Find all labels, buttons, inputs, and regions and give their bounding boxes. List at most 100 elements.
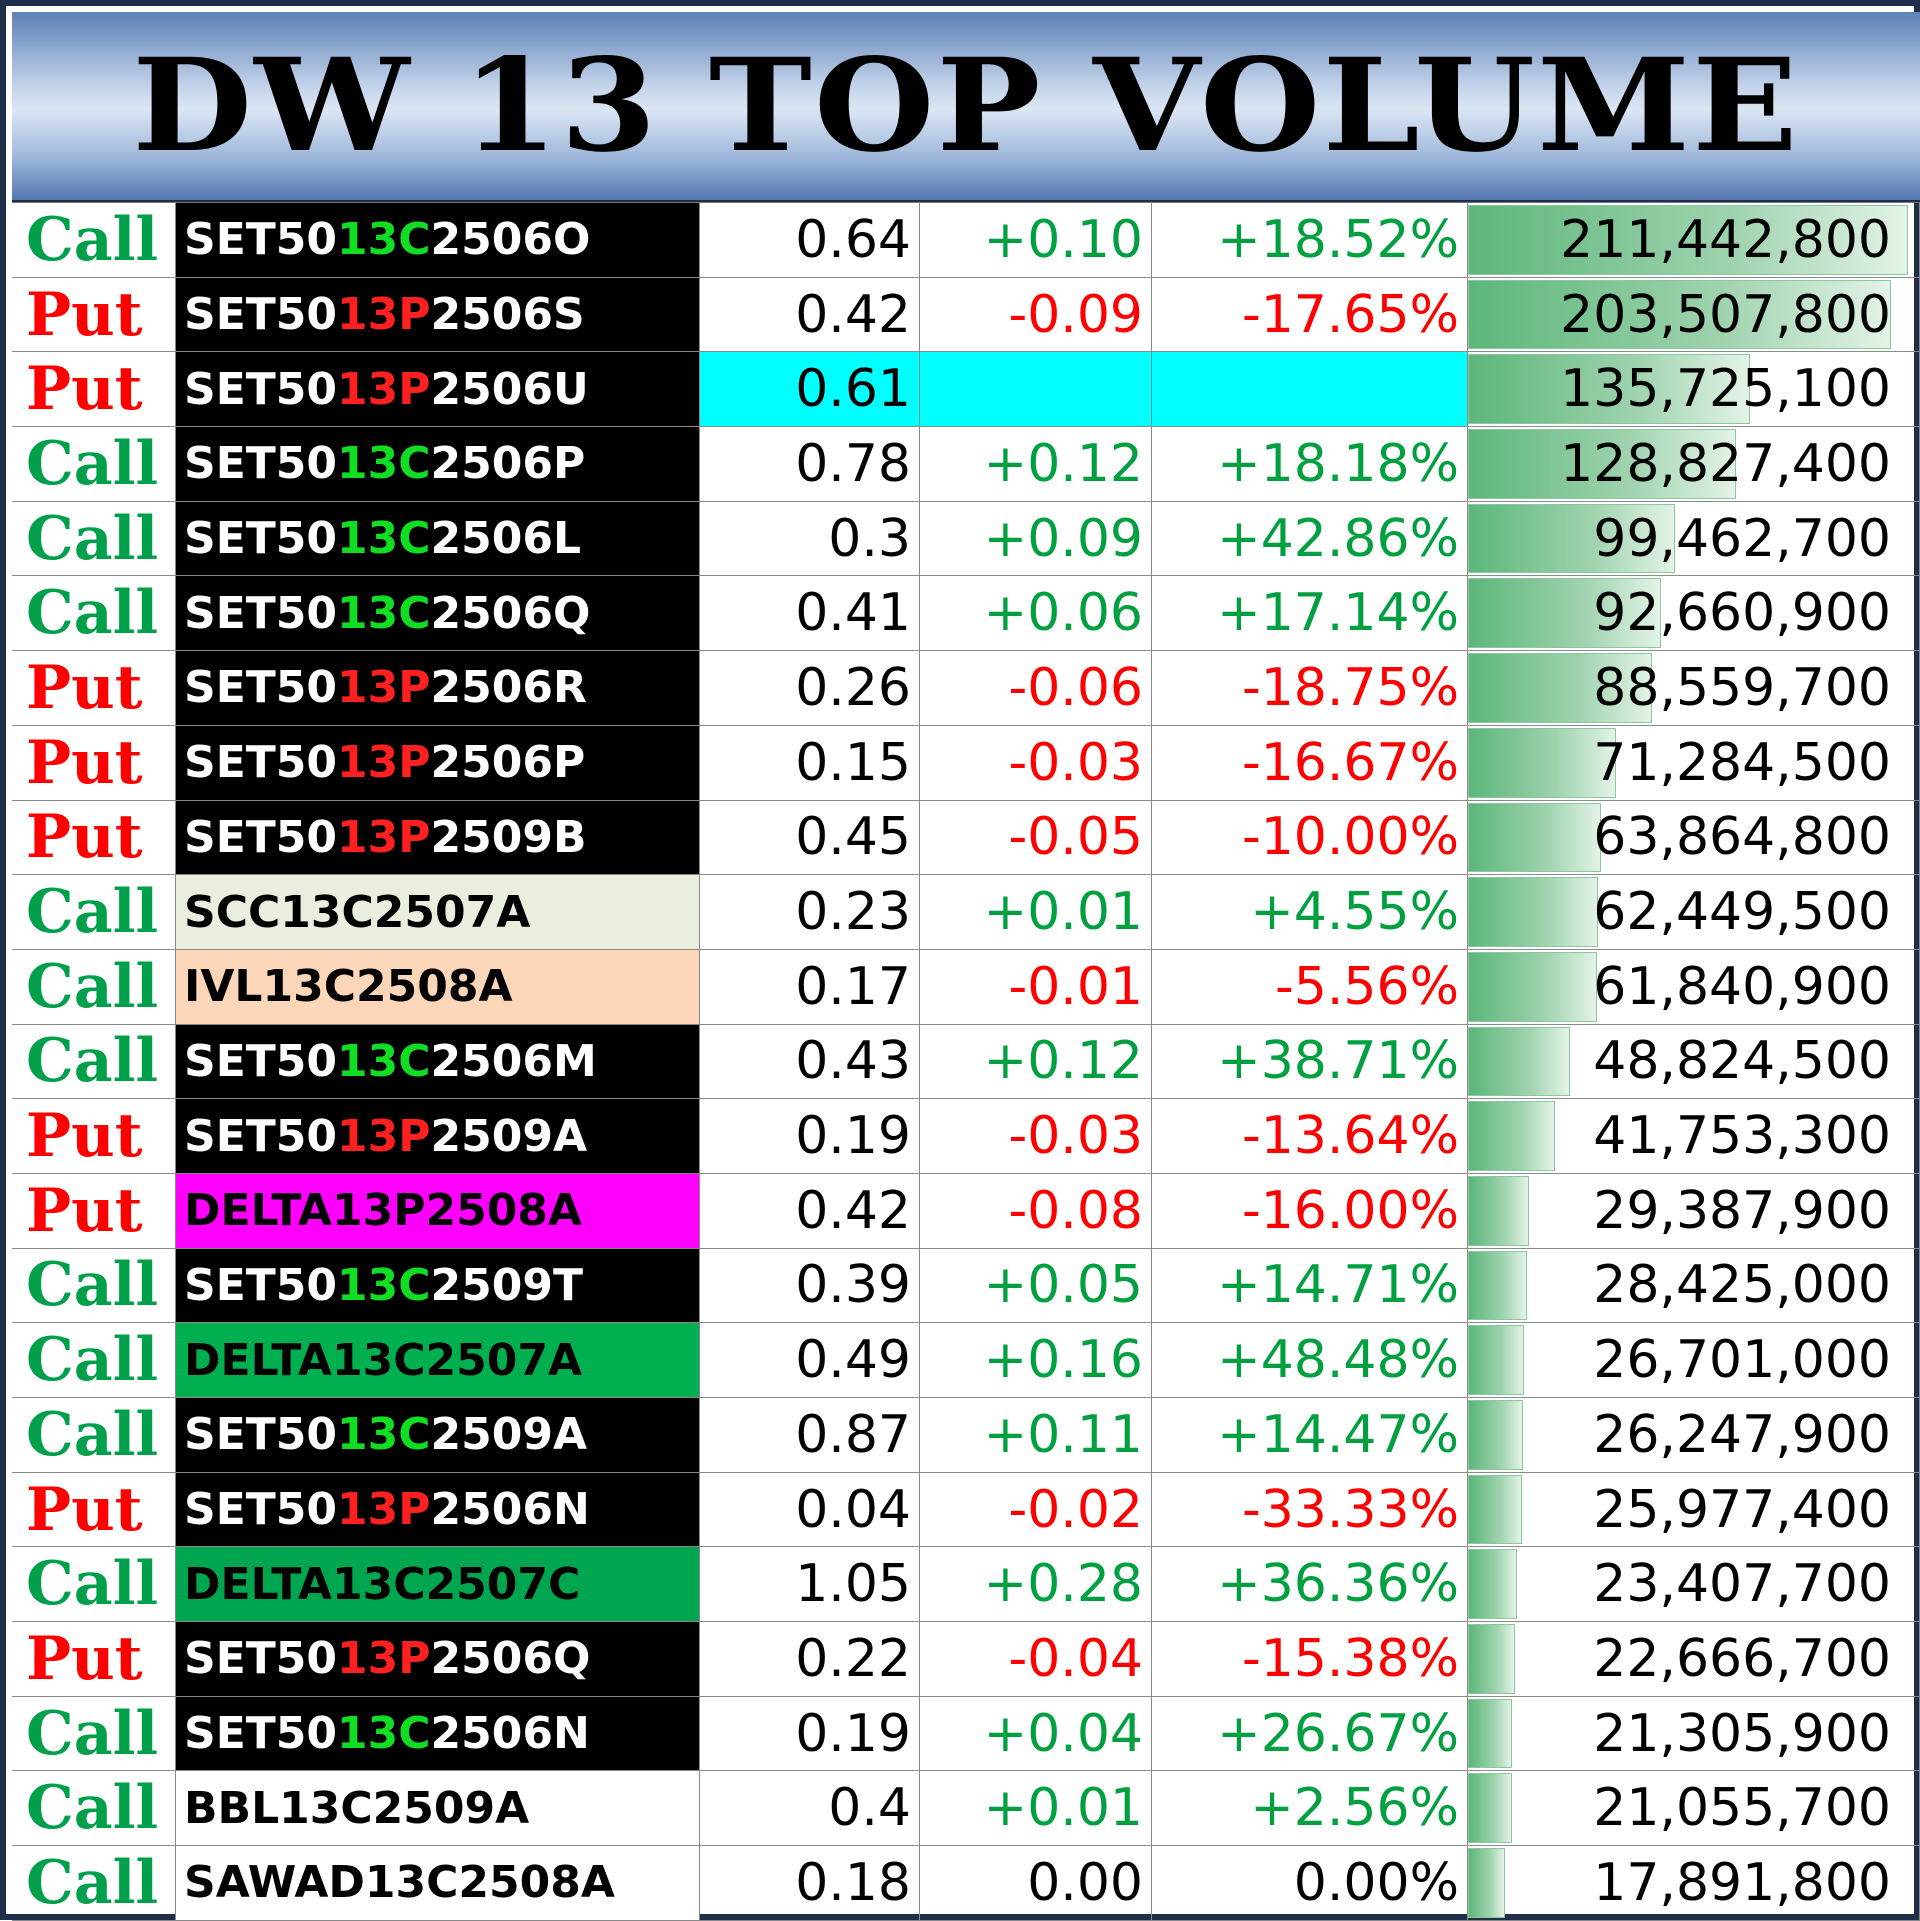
volume-value: 26,701,000	[1593, 1330, 1891, 1391]
warrant-name: SET50 13C 2506P	[176, 427, 700, 502]
volume-cell: 92,660,900	[1468, 576, 1920, 652]
volume-cell: 63,864,800	[1468, 800, 1920, 876]
volume-value: 62,449,500	[1593, 882, 1891, 943]
option-type: Put	[12, 277, 176, 353]
option-type: Call	[12, 1398, 176, 1473]
price: 0.43	[700, 1024, 920, 1100]
percent-change: -15.38%	[1152, 1622, 1468, 1697]
warrant-name: SET50 13C 2506O	[176, 203, 700, 278]
percent-change: +17.14%	[1152, 576, 1468, 652]
volume-bar	[1468, 354, 1750, 425]
price-change	[920, 352, 1152, 428]
volume-value: 63,864,800	[1593, 807, 1891, 868]
percent-change: -13.64%	[1152, 1099, 1468, 1174]
percent-change: -16.00%	[1152, 1173, 1468, 1249]
price-change: -0.03	[920, 1099, 1152, 1174]
price-change: +0.04	[920, 1696, 1152, 1772]
volume-value: 41,753,300	[1593, 1106, 1891, 1167]
volume-bar	[1468, 1325, 1524, 1395]
warrant-name: SET50 13P 2506R	[176, 651, 700, 726]
volume-bar	[1468, 578, 1661, 649]
option-type: Call	[12, 1323, 176, 1398]
percent-change: +2.56%	[1152, 1771, 1468, 1847]
warrant-name-prefix: SET50	[184, 737, 337, 789]
volume-value: 71,284,500	[1593, 732, 1891, 793]
option-type: Call	[12, 576, 176, 652]
volume-value: 21,305,900	[1593, 1703, 1891, 1764]
warrant-name-prefix: SET50	[184, 811, 337, 863]
warrant-name-suffix: 2506R	[430, 662, 587, 714]
price-change: +0.12	[920, 1024, 1152, 1100]
warrant-name: SET50 13C 2506N	[176, 1696, 700, 1772]
warrant-name-prefix: BBL13C2509A	[184, 1782, 530, 1834]
option-type: Call	[12, 1024, 176, 1100]
warrant-name-suffix: 2506P	[430, 438, 586, 490]
price: 0.64	[700, 203, 920, 278]
price: 0.3	[700, 501, 920, 577]
warrant-name-code: 13C	[337, 1708, 431, 1760]
price: 0.4	[700, 1771, 920, 1847]
price: 0.15	[700, 725, 920, 801]
price: 0.42	[700, 1173, 920, 1249]
volume-cell: 21,055,700	[1468, 1771, 1920, 1847]
volume-value: 99,462,700	[1593, 508, 1891, 569]
volume-bar	[1468, 802, 1601, 873]
warrant-name-prefix: SET50	[184, 363, 337, 415]
warrant-name-suffix: 2509A	[430, 1409, 588, 1461]
warrant-name: SET50 13C 2509T	[176, 1248, 700, 1324]
warrant-name-suffix: 2506N	[430, 1484, 590, 1536]
percent-change: +14.47%	[1152, 1398, 1468, 1473]
price-change: -0.01	[920, 949, 1152, 1025]
warrant-name-code: 13P	[337, 737, 431, 789]
price: 0.18	[700, 1846, 920, 1921]
warrant-name-suffix: 2506L	[430, 513, 582, 565]
volume-bar	[1468, 1624, 1515, 1694]
option-type: Call	[12, 1771, 176, 1847]
warrant-name-code: 13P	[337, 1633, 431, 1685]
volume-cell: 61,840,900	[1468, 949, 1920, 1025]
warrant-name: DELTA13P2508A	[176, 1173, 700, 1249]
price: 0.61	[700, 352, 920, 428]
header-banner: DW 13 TOP VOLUME	[12, 12, 1920, 202]
warrant-name-prefix: DELTA13C2507A	[184, 1334, 583, 1386]
price-change: -0.09	[920, 277, 1152, 353]
warrant-name-suffix: 2509A	[430, 1110, 587, 1162]
warrant-name-code: 13C	[337, 513, 431, 565]
warrant-name-code: 13P	[337, 1484, 431, 1536]
volume-cell: 62,449,500	[1468, 875, 1920, 950]
price: 0.78	[700, 427, 920, 502]
warrant-name: BBL13C2509A	[176, 1771, 700, 1847]
option-type: Put	[12, 1472, 176, 1548]
warrant-name: SCC13C2507A	[176, 875, 700, 950]
warrant-name: SET50 13P 2506N	[176, 1472, 700, 1548]
price-change: +0.05	[920, 1248, 1152, 1324]
warrant-name: SET50 13C 2506Q	[176, 576, 700, 652]
warrant-name-code: 13C	[337, 1035, 431, 1087]
warrant-name-prefix: SAWAD13C2508A	[184, 1857, 615, 1909]
volume-cell: 71,284,500	[1468, 725, 1920, 801]
volume-cell: 203,507,800	[1468, 277, 1920, 353]
percent-change	[1152, 352, 1468, 428]
warrant-name: SET50 13P 2506U	[176, 352, 700, 428]
percent-change: +14.71%	[1152, 1248, 1468, 1324]
volume-cell: 23,407,700	[1468, 1547, 1920, 1623]
volume-value: 21,055,700	[1593, 1778, 1891, 1839]
warrant-name-suffix: 2506M	[430, 1035, 597, 1087]
warrant-name: IVL13C2508A	[176, 949, 700, 1025]
volume-cell: 29,387,900	[1468, 1173, 1920, 1249]
volume-bar	[1468, 727, 1616, 798]
warrant-name-code: 13P	[337, 289, 431, 341]
price-change: -0.04	[920, 1622, 1152, 1697]
warrant-name: SAWAD13C2508A	[176, 1846, 700, 1921]
price-change: -0.05	[920, 800, 1152, 876]
volume-bar	[1468, 653, 1652, 723]
volume-bar	[1468, 1773, 1512, 1844]
volume-value: 211,442,800	[1560, 209, 1891, 270]
volume-bar	[1468, 1175, 1529, 1246]
volume-value: 17,891,800	[1593, 1852, 1891, 1913]
warrant-name: DELTA13C2507C	[176, 1547, 700, 1623]
price: 0.87	[700, 1398, 920, 1473]
price: 0.04	[700, 1472, 920, 1548]
volume-value: 128,827,400	[1560, 433, 1891, 494]
warrant-name-code: 13P	[337, 662, 431, 714]
